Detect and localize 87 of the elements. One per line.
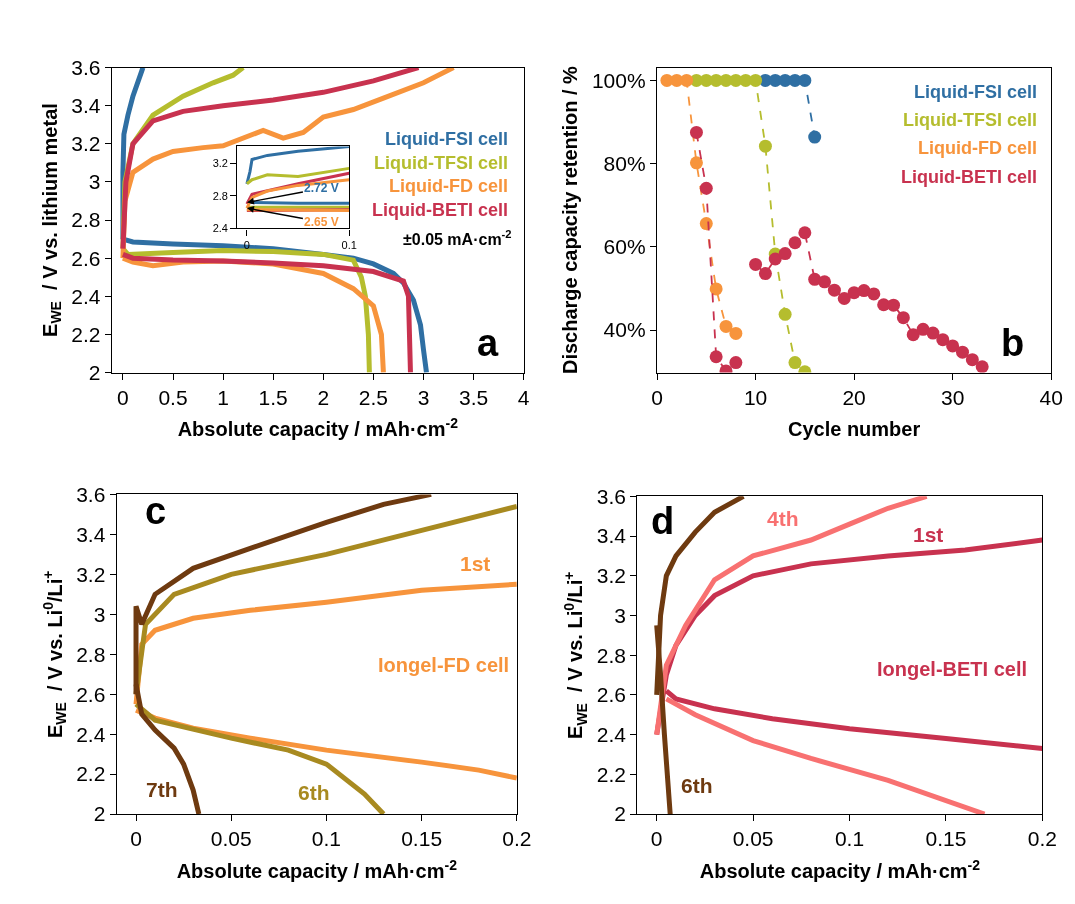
x-tick-label: 1.5 bbox=[258, 385, 288, 409]
text: Liquid-TFSI cell bbox=[374, 153, 508, 173]
y-tick-label: 2.2 bbox=[596, 762, 627, 786]
y-tick-label: 3.4 bbox=[76, 522, 106, 546]
x-axis-title: Absolute capacity / mAh·cm$^{-2}$ bbox=[699, 856, 981, 882]
y-tick-label: 2.2 bbox=[76, 762, 106, 786]
x-tick-label: 40 bbox=[1039, 385, 1063, 409]
x-tick-label: 0.5 bbox=[158, 385, 188, 409]
text: Liquid-BETI cell bbox=[372, 200, 509, 220]
text: Liquid-BETI cell bbox=[901, 167, 1038, 187]
text: Liquid-TFSI cell bbox=[903, 110, 1037, 130]
x-tick-label: 20 bbox=[842, 385, 866, 409]
y-tick-label: 2.8 bbox=[76, 642, 106, 666]
x-tick-label: 3 bbox=[417, 385, 430, 409]
text: a bbox=[477, 322, 499, 364]
x-tick-label: 0.15 bbox=[401, 827, 443, 851]
y-tick-label: 3 bbox=[614, 603, 627, 627]
x-tick-label: 0.1 bbox=[834, 827, 865, 851]
y-tick-label: 3.2 bbox=[596, 564, 627, 588]
x-tick-label: 2 bbox=[317, 385, 330, 409]
text: b bbox=[1001, 322, 1025, 364]
text: Liquid-FD cell bbox=[918, 138, 1037, 158]
x-axis-title: Absolute capacity / mAh·cm$^{-2}$ bbox=[176, 856, 458, 882]
series-label: 1st bbox=[913, 523, 944, 546]
annotation: Iongel-BETI cell bbox=[877, 658, 1028, 680]
y-tick-label: 2.8 bbox=[71, 208, 101, 232]
y-tick-label: 60% bbox=[603, 235, 646, 259]
x-tick-label: 30 bbox=[940, 385, 965, 409]
y-tick-label: 2.6 bbox=[76, 682, 106, 706]
text: Liquid-FD cell bbox=[389, 176, 508, 196]
x-tick-label: 0 bbox=[117, 385, 129, 409]
y-tick-label: 80% bbox=[603, 152, 646, 176]
series-label: 6th bbox=[681, 774, 713, 797]
x-tick-label: 0.2 bbox=[1027, 827, 1057, 851]
x-tick-label: 2.5 bbox=[358, 385, 388, 409]
x-tick-label: 0.15 bbox=[925, 827, 967, 851]
series-label: 4th bbox=[767, 507, 799, 530]
x-tick-label: 4 bbox=[517, 385, 530, 409]
y-tick-label: 3.4 bbox=[596, 524, 627, 548]
y-tick-label: 2.6 bbox=[596, 683, 627, 707]
y-tick-label: 3.2 bbox=[71, 132, 101, 156]
x-tick-label: 0.05 bbox=[210, 827, 252, 851]
y-tick-label: 3.6 bbox=[71, 55, 101, 79]
chart-title: d bbox=[651, 500, 675, 542]
x-tick-label: 1 bbox=[217, 385, 229, 409]
y-tick-label: 3.2 bbox=[76, 562, 106, 586]
y-tick-label: 3 bbox=[93, 602, 106, 626]
series-label: 6th bbox=[298, 781, 330, 804]
y-tick-label: 2.4 bbox=[76, 722, 106, 746]
y-tick-label: 3.4 bbox=[71, 94, 101, 118]
y-tick-label: 2 bbox=[93, 802, 106, 826]
x-tick-label: 0.2 bbox=[502, 827, 532, 851]
y-tick-label: 100% bbox=[591, 68, 646, 92]
y-tick-label: 2.4 bbox=[212, 222, 228, 235]
annotation: 2.72 V bbox=[304, 181, 339, 195]
x-axis-title: Cycle number bbox=[787, 418, 921, 441]
y-tick-label: 2.8 bbox=[596, 643, 627, 667]
x-tick-label: 0.1 bbox=[341, 238, 357, 251]
text: Liquid-FSI cell bbox=[914, 82, 1038, 102]
y-axis-title: Discharge capacity retention / % bbox=[559, 65, 582, 375]
series-label: 1st bbox=[460, 552, 491, 575]
x-tick-label: 0 bbox=[130, 827, 142, 851]
y-tick-label: 2 bbox=[88, 360, 101, 384]
y-tick-label: 3.2 bbox=[212, 157, 228, 170]
y-tick-label: 2.2 bbox=[71, 322, 101, 346]
y-tick-label: 2.6 bbox=[71, 246, 101, 270]
y-tick-label: 3.6 bbox=[596, 484, 627, 508]
y-tick-label: 40% bbox=[603, 318, 646, 342]
x-tick-label: 0 bbox=[651, 385, 663, 409]
y-tick-label: 3.6 bbox=[76, 482, 106, 506]
y-tick-label: 2 bbox=[614, 802, 627, 826]
x-tick-label: 0.05 bbox=[732, 827, 774, 851]
x-tick-label: 0.1 bbox=[311, 827, 342, 851]
annotation: ±0.05 mA·cm$^{-2}$ bbox=[403, 228, 512, 248]
y-tick-label: 2.8 bbox=[212, 189, 228, 202]
y-tick-label: 2.4 bbox=[596, 722, 627, 746]
annotation: Iongel-FD cell bbox=[378, 654, 510, 676]
y-tick-label: 2.4 bbox=[71, 284, 101, 308]
chart-title: c bbox=[145, 490, 167, 532]
x-tick-label: 3.5 bbox=[458, 385, 489, 409]
y-tick-label: 3 bbox=[88, 170, 101, 194]
text: Liquid-FSI cell bbox=[385, 129, 509, 149]
x-tick-label: 0 bbox=[650, 827, 663, 851]
annotation: 2.65 V bbox=[304, 215, 339, 229]
series-label: 7th bbox=[146, 778, 178, 801]
x-tick-label: 10 bbox=[743, 385, 768, 409]
x-axis-title: Absolute capacity / mAh·cm$^{-2}$ bbox=[177, 415, 459, 441]
